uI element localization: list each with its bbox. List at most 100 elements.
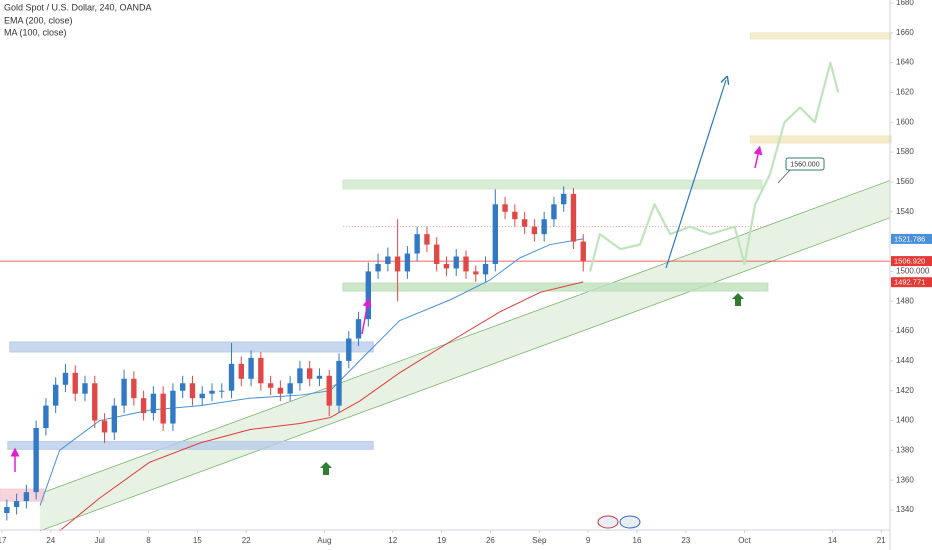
- y-tick-label: 1460: [896, 326, 914, 335]
- x-tick-label: 21: [877, 536, 886, 545]
- candle-body: [473, 271, 479, 275]
- candle-body: [463, 256, 469, 272]
- candle-body: [277, 387, 284, 394]
- candle-body: [199, 393, 205, 399]
- zone: [749, 135, 892, 144]
- y-tick-label: 1580: [896, 147, 914, 156]
- candle-body: [551, 204, 557, 220]
- candle-body: [561, 193, 567, 205]
- candle-body: [287, 383, 293, 394]
- candle-body: [580, 241, 586, 261]
- chart-title: Gold Spot / U.S. Dollar, 240, OANDA: [4, 2, 152, 12]
- x-tick-label: 9: [586, 536, 591, 545]
- candle-body: [394, 256, 401, 272]
- candle-body: [521, 219, 528, 227]
- x-tick-label: 8: [146, 536, 151, 545]
- legend-entry: MA (100, close): [4, 27, 67, 37]
- candle-body: [541, 219, 547, 235]
- y-tick-label: 1500.000: [896, 267, 930, 276]
- candle-body: [4, 507, 10, 513]
- candle-body: [434, 244, 440, 264]
- callout-text: 1560.000: [790, 161, 819, 168]
- y-tick-label: 1620: [896, 88, 914, 97]
- arrow: [361, 297, 372, 335]
- candle-body: [502, 204, 508, 212]
- candle-body: [101, 420, 108, 433]
- zone: [342, 179, 763, 190]
- y-tick-label: 1360: [896, 475, 914, 484]
- candle-body: [316, 375, 323, 379]
- candle-body: [121, 378, 127, 406]
- x-tick-label: 16: [633, 536, 642, 545]
- candle-body: [170, 390, 176, 424]
- y-tick-label: 1340: [896, 505, 914, 514]
- callout-pointer: [777, 169, 791, 184]
- candle-body: [385, 256, 391, 264]
- candle-body: [375, 263, 381, 272]
- x-tick-label: 19: [437, 536, 446, 545]
- y-tick-label: 1560: [896, 177, 914, 186]
- x-tick-label: 22: [242, 536, 251, 545]
- logo: [597, 515, 641, 529]
- channel-line: [39, 217, 891, 532]
- x-tick-label: Sep: [532, 536, 547, 545]
- up-arrow-icon: [320, 462, 332, 475]
- up-arrow-icon: [732, 293, 744, 306]
- candle-body: [189, 383, 196, 399]
- price-label-bg: [891, 277, 932, 288]
- candle-body: [62, 372, 69, 385]
- y-tick-label: 1480: [896, 296, 914, 305]
- y-tick-label: 1380: [896, 445, 914, 454]
- y-tick-label: 1640: [896, 58, 914, 67]
- candle-body: [238, 363, 244, 379]
- x-tick-label: Aug: [317, 536, 331, 545]
- candle-body: [267, 383, 274, 388]
- candle-body: [52, 384, 59, 406]
- price-label: 1506.920: [894, 257, 925, 266]
- candle-body: [258, 357, 264, 384]
- candle-body: [365, 271, 371, 320]
- candle-body: [82, 383, 88, 394]
- y-tick-label: 1660: [896, 28, 914, 37]
- plot-area: [0, 32, 892, 532]
- y-tick-label: 1400: [896, 416, 914, 425]
- price-label-bg: [891, 256, 932, 267]
- candle-body: [43, 405, 49, 428]
- candle-body: [355, 319, 362, 339]
- candle-body: [443, 263, 450, 269]
- projection-line: [589, 61, 840, 272]
- x-tick-label: 23: [681, 536, 690, 545]
- candle-body: [180, 383, 186, 391]
- candle-body: [492, 204, 498, 264]
- candle-body: [219, 390, 225, 392]
- candle-body: [482, 263, 489, 275]
- candle-body: [414, 234, 420, 254]
- candle-body: [453, 256, 459, 269]
- x-tick-label: 15: [193, 536, 202, 545]
- candle-body: [92, 383, 98, 421]
- price-label: 1521.786: [894, 234, 925, 243]
- candle-body: [33, 427, 39, 493]
- candle-body: [13, 501, 20, 508]
- zone: [749, 32, 892, 40]
- candle-body: [131, 378, 137, 399]
- candle-body: [209, 390, 215, 394]
- callout-box: [785, 157, 825, 171]
- candle-body: [160, 393, 166, 424]
- x-tick-label: 12: [388, 536, 397, 545]
- candle-body: [336, 360, 342, 406]
- x-tick-label: Jul: [95, 536, 105, 545]
- indicator-line: [59, 281, 584, 532]
- arrow: [665, 80, 726, 269]
- candle-body: [531, 226, 538, 235]
- price-label: 1492.771: [894, 278, 925, 287]
- candle-body: [424, 234, 430, 245]
- legend-entry: EMA (200, close): [4, 15, 73, 25]
- candle-body: [23, 492, 30, 502]
- candle-body: [570, 193, 577, 242]
- candle-body: [111, 405, 117, 433]
- zone: [342, 282, 769, 292]
- x-tick-label: Oct: [738, 536, 751, 545]
- x-tick-label: 14: [828, 536, 837, 545]
